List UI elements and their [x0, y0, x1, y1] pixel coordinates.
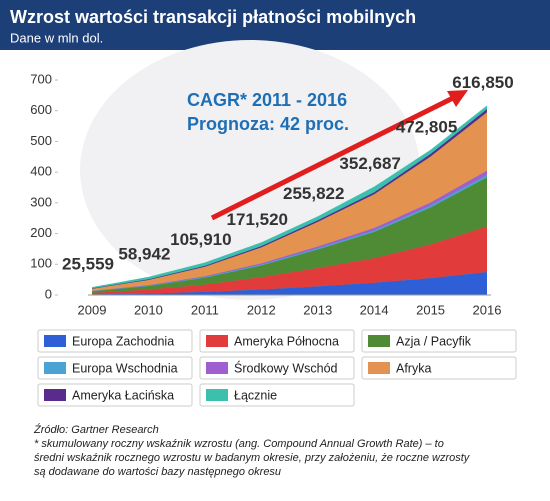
arrow-head	[447, 90, 468, 107]
data-label: 255,822	[283, 184, 344, 203]
legend-label: Azja / Pacyfik	[396, 334, 472, 348]
footnote: średni wskaźnik rocznego wzrostu w badan…	[34, 452, 471, 464]
legend-swatch	[44, 362, 66, 374]
legend-item: Środkowy Wschód	[199, 356, 355, 380]
legend-swatch	[44, 389, 66, 401]
legend-item: Europa Wschodnia	[37, 356, 193, 380]
legend-item: Europa Zachodnia	[37, 329, 193, 353]
area	[92, 271, 487, 295]
data-label: 105,910	[170, 230, 231, 249]
legend-label: Afryka	[396, 361, 431, 375]
legend-item: Azja / Pacyfik	[361, 329, 517, 353]
legend-swatch	[368, 335, 390, 347]
y-tick-label: 300	[30, 194, 52, 209]
area	[92, 112, 487, 291]
legend-box	[37, 383, 193, 407]
legend-swatch	[206, 362, 228, 374]
legend-item: Ameryka Północna	[199, 329, 355, 353]
x-tick-label: 2014	[360, 302, 389, 317]
overlay: CAGR* 2011 - 2016 Prognoza: 42 proc. 25,…	[62, 73, 514, 274]
data-label: 472,805	[396, 117, 457, 136]
legend-label: Łącznie	[234, 388, 277, 402]
data-label: 616,850	[452, 73, 513, 92]
legend-label: Ameryka Północna	[234, 334, 339, 348]
x-tick-label: 2013	[303, 302, 332, 317]
data-label: 25,559	[62, 255, 114, 274]
x-tick-label: 2015	[416, 302, 445, 317]
legend-swatch	[206, 389, 228, 401]
data-label: 171,520	[227, 210, 288, 229]
x-tick-label: 2009	[78, 302, 107, 317]
y-tick-label: 700	[30, 71, 52, 86]
y-tick-label: 600	[30, 102, 52, 117]
legend-swatch	[44, 335, 66, 347]
x-tick-label: 2011	[191, 302, 219, 317]
x-tick-label: 2012	[247, 302, 276, 317]
y-tick-label: 200	[30, 225, 52, 240]
legend-item: Afryka	[361, 356, 517, 380]
legend-box	[37, 356, 193, 380]
arrow	[210, 94, 457, 221]
chart-title: Wzrost wartości transakcji płatności mob…	[10, 7, 416, 27]
annotation: Prognoza: 42 proc.	[187, 114, 349, 134]
legend-label: Ameryka Łacińska	[72, 388, 174, 402]
footnote: są dodawane do wartości bazy następnego …	[34, 466, 281, 478]
y-tick-label: 500	[30, 133, 52, 148]
legend-box	[361, 329, 517, 353]
legend-swatch	[368, 362, 390, 374]
legend-item: Ameryka Łacińska	[37, 383, 193, 407]
plot: 0 100 200 300 400 500 600 700 2009 2010 2011 2012 20…	[30, 71, 501, 317]
y-tick-label: 100	[30, 256, 52, 271]
legend-item: Łącznie	[199, 383, 355, 407]
annotation: CAGR* 2011 - 2016	[187, 90, 347, 110]
area	[92, 177, 487, 293]
legend-box	[361, 356, 517, 380]
data-label: 352,687	[339, 154, 400, 173]
legend-box	[199, 356, 355, 380]
legend-box	[37, 329, 193, 353]
chart-subtitle: Dane w mln dol.	[10, 30, 103, 45]
area	[92, 226, 487, 295]
footnote: * skumulowany roczny wskaźnik wzrostu (a…	[34, 438, 444, 450]
legend-swatch	[206, 335, 228, 347]
y-tick-label: 400	[30, 164, 52, 179]
data-label: 58,942	[118, 244, 170, 263]
x-tick-label: 2016	[473, 302, 502, 317]
source: Źródło: Gartner Research	[33, 423, 159, 436]
legend-label: Europa Wschodnia	[72, 361, 178, 375]
x-tick-label: 2010	[134, 302, 163, 317]
legend-label: Europa Zachodnia	[72, 334, 174, 348]
legend-box	[199, 383, 355, 407]
y-tick-label: 0	[45, 286, 52, 301]
legend-label: Środkowy Wschód	[234, 360, 338, 375]
legend-box	[199, 329, 355, 353]
